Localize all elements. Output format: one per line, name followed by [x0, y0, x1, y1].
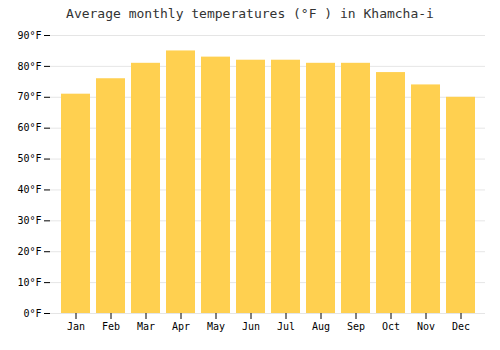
svg-text:Apr: Apr: [172, 321, 190, 332]
svg-text:May: May: [207, 321, 225, 332]
svg-text:40°F: 40°F: [17, 184, 41, 195]
svg-text:Sep: Sep: [347, 321, 365, 332]
svg-text:90°F: 90°F: [17, 30, 41, 41]
svg-text:Jan: Jan: [67, 321, 85, 332]
svg-text:Jun: Jun: [242, 321, 260, 332]
svg-text:30°F: 30°F: [17, 215, 41, 226]
svg-text:Mar: Mar: [137, 321, 155, 332]
svg-text:Dec: Dec: [452, 321, 470, 332]
svg-text:Feb: Feb: [102, 321, 120, 332]
svg-text:Oct: Oct: [382, 321, 400, 332]
svg-text:70°F: 70°F: [17, 91, 41, 102]
svg-text:Jul: Jul: [277, 321, 295, 332]
svg-text:10°F: 10°F: [17, 277, 41, 288]
svg-text:50°F: 50°F: [17, 153, 41, 164]
svg-text:Nov: Nov: [417, 321, 435, 332]
svg-text:20°F: 20°F: [17, 246, 41, 257]
svg-text:0°F: 0°F: [23, 308, 41, 319]
svg-text:60°F: 60°F: [17, 122, 41, 133]
svg-text:80°F: 80°F: [17, 61, 41, 72]
svg-text:Aug: Aug: [312, 321, 330, 332]
html-text:Average monthly temperatures (: Average monthly temperatures (°F ) in Kh…: [66, 6, 434, 21]
